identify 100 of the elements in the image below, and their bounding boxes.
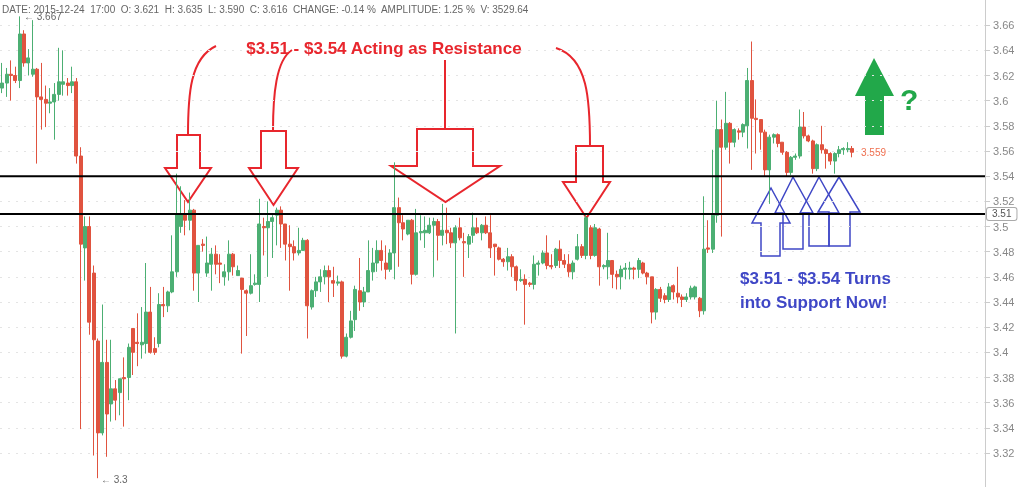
candlestick bbox=[397, 197, 401, 268]
candlestick bbox=[737, 127, 741, 141]
candlestick bbox=[706, 219, 710, 254]
candlestick bbox=[637, 257, 641, 279]
y-tick-label: 3.42 bbox=[993, 321, 1015, 334]
candlestick bbox=[9, 59, 13, 102]
candlestick bbox=[31, 19, 35, 78]
candlestick bbox=[327, 265, 331, 303]
candlestick bbox=[392, 161, 396, 280]
candlestick bbox=[83, 215, 87, 282]
candlestick bbox=[240, 277, 244, 355]
candlestick bbox=[22, 29, 26, 68]
y-tick-label: 3.62 bbox=[993, 69, 1015, 82]
candlestick bbox=[702, 195, 706, 316]
candlestick bbox=[654, 287, 658, 321]
y-tick-label: 3.36 bbox=[993, 396, 1015, 409]
candlestick bbox=[632, 266, 636, 280]
candlestick bbox=[113, 379, 117, 421]
y-tick-label: 3.64 bbox=[993, 44, 1015, 57]
candlestick bbox=[589, 224, 593, 260]
candlestick bbox=[619, 265, 623, 290]
annotation: ? bbox=[900, 82, 919, 116]
candlestick bbox=[597, 227, 601, 287]
candlestick bbox=[122, 356, 126, 428]
candlestick bbox=[575, 233, 579, 261]
candlestick bbox=[244, 288, 248, 337]
candlestick bbox=[201, 238, 205, 253]
ref-line-label: 3.51 bbox=[992, 208, 1012, 220]
candlestick bbox=[475, 217, 479, 235]
y-tick-label: 3.52 bbox=[993, 195, 1015, 208]
candlestick bbox=[593, 223, 597, 258]
y-tick-label: 3.66 bbox=[993, 19, 1015, 32]
candlestick bbox=[340, 280, 344, 360]
candlestick bbox=[671, 283, 675, 300]
y-tick-label: 3.44 bbox=[993, 296, 1015, 309]
candlestick bbox=[745, 67, 749, 149]
candlestick bbox=[161, 286, 165, 318]
candlestick bbox=[61, 49, 65, 97]
candlestick bbox=[750, 41, 754, 171]
candlestick bbox=[236, 265, 240, 277]
candlestick bbox=[728, 121, 732, 165]
candlestick bbox=[109, 339, 113, 423]
candlestick bbox=[105, 339, 109, 458]
annotation: $3.51 - $3.54 Acting as Resistance bbox=[246, 38, 522, 58]
candlestick bbox=[100, 304, 104, 436]
candlestick bbox=[423, 215, 427, 249]
candlestick bbox=[667, 282, 671, 303]
candlestick bbox=[144, 262, 148, 355]
candlestick bbox=[18, 15, 22, 89]
candlestick bbox=[802, 111, 806, 139]
y-tick-label: 3.54 bbox=[993, 170, 1015, 183]
candlestick bbox=[331, 266, 335, 298]
candlestick bbox=[571, 259, 575, 280]
candlestick bbox=[157, 292, 161, 348]
candlestick bbox=[257, 198, 261, 303]
y-tick-label: 3.56 bbox=[993, 145, 1015, 158]
y-tick-label: 3.34 bbox=[993, 421, 1015, 434]
candlestick bbox=[379, 239, 383, 272]
candlestick bbox=[558, 239, 562, 269]
candlestick bbox=[384, 244, 388, 280]
candlestick bbox=[732, 127, 736, 148]
candlestick bbox=[192, 208, 196, 292]
candlestick bbox=[440, 203, 444, 246]
y-tick-label: 3.4 bbox=[993, 346, 1009, 359]
candlestick bbox=[336, 275, 340, 287]
candlestick bbox=[506, 247, 510, 272]
candlestick bbox=[262, 217, 266, 256]
candlestick bbox=[519, 268, 523, 283]
candlestick bbox=[480, 223, 484, 241]
candlestick bbox=[358, 257, 362, 312]
candlestick bbox=[554, 247, 558, 269]
y-tick-label: 3.6 bbox=[993, 94, 1009, 107]
candlestick bbox=[266, 200, 270, 278]
candlestick bbox=[850, 145, 854, 158]
candlestick bbox=[724, 91, 728, 151]
candlestick bbox=[532, 254, 536, 290]
candlestick bbox=[183, 199, 187, 236]
candlestick bbox=[231, 252, 235, 277]
candlestick bbox=[66, 77, 70, 97]
candlestick bbox=[580, 243, 584, 259]
candlestick bbox=[70, 66, 74, 94]
candlestick bbox=[26, 48, 30, 76]
candlestick bbox=[815, 142, 819, 172]
candlestick bbox=[545, 234, 549, 270]
candlestick bbox=[410, 218, 414, 285]
candlestick bbox=[249, 253, 253, 295]
candlestick bbox=[584, 214, 588, 260]
candlestick bbox=[297, 227, 301, 256]
y-tick-label: 3.38 bbox=[993, 371, 1015, 384]
candlestick bbox=[445, 207, 449, 245]
y-tick-label: 3.5 bbox=[993, 220, 1009, 233]
candlestick bbox=[698, 296, 702, 318]
y-tick-label: 3.48 bbox=[993, 245, 1015, 258]
annotation: ← 3.3 bbox=[101, 473, 129, 485]
candlestick bbox=[305, 238, 309, 340]
candlestick bbox=[719, 119, 723, 238]
candlestick bbox=[606, 232, 610, 280]
annotation: 3.559 bbox=[861, 146, 887, 158]
candlestick bbox=[693, 285, 697, 300]
candlestick bbox=[35, 67, 39, 165]
